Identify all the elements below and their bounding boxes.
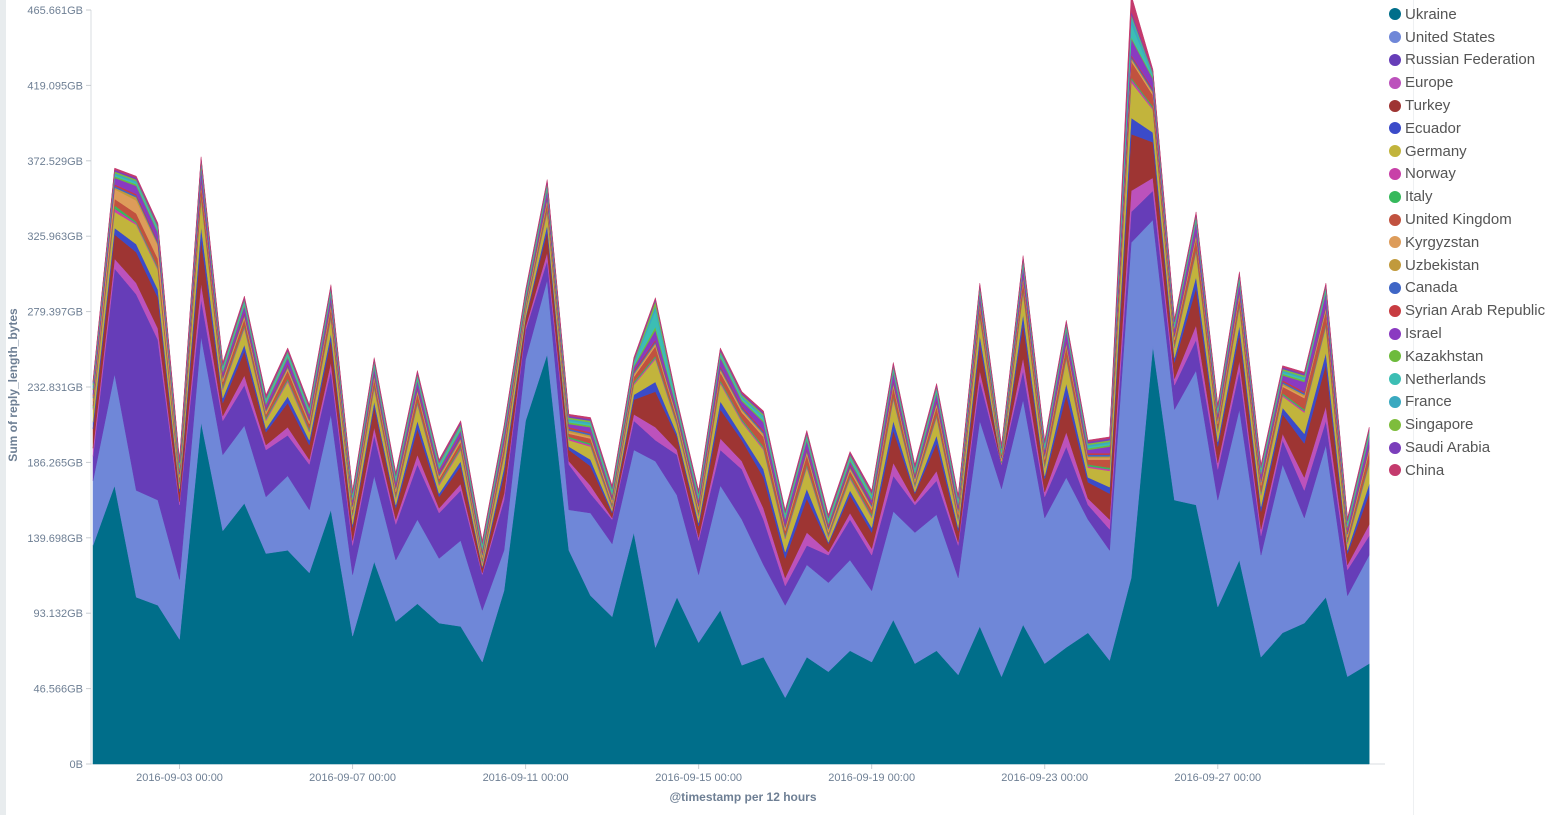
legend-color-dot-icon [1389,259,1401,272]
legend-label: Turkey [1405,97,1451,115]
legend-color-dot-icon [1389,464,1401,477]
legend-divider [1413,0,1414,815]
y-tick-label: 186.265GB [27,457,83,469]
y-tick-label: 279.397GB [27,307,83,319]
legend-item[interactable]: Saudi Arabia [1389,436,1545,459]
legend-color-dot-icon [1389,441,1401,454]
y-tick-label: 372.529GB [27,156,83,168]
legend-label: Italy [1405,188,1433,206]
legend-label: United States [1405,28,1496,46]
legend-color-dot-icon [1389,213,1401,226]
legend-item[interactable]: Turkey [1389,94,1545,117]
y-tick-label: 465.661GB [27,5,83,17]
legend-label: Russian Federation [1405,51,1536,69]
legend-item[interactable]: France [1389,391,1545,414]
legend-color-dot-icon [1389,395,1401,408]
x-tick-label: 2016-09-27 00:00 [1174,772,1261,784]
legend-label: France [1405,393,1452,411]
legend-color-dot-icon [1389,304,1401,317]
legend-color-dot-icon [1389,281,1401,294]
legend: Ukraine United States Russian Federation Eu… [1389,3,1545,482]
legend-item[interactable]: Italy [1389,185,1545,208]
legend-color-dot-icon [1389,53,1401,66]
legend-item[interactable]: Russian Federation [1389,49,1545,72]
legend-item[interactable]: Norway [1389,163,1545,186]
legend-color-dot-icon [1389,122,1401,135]
y-tick-label: 0B [70,759,83,771]
legend-color-dot-icon [1389,350,1401,363]
legend-label: Singapore [1405,416,1474,434]
legend-item[interactable]: Singapore [1389,413,1545,436]
y-tick-label: 232.831GB [27,382,83,394]
legend-item[interactable]: Europe [1389,71,1545,94]
x-tick-label: 2016-09-15 00:00 [655,772,742,784]
legend-label: Israel [1405,325,1442,343]
legend-label: Syrian Arab Republic [1405,302,1546,320]
y-tick-label: 419.095GB [27,80,83,92]
x-tick-label: 2016-09-19 00:00 [828,772,915,784]
legend-color-dot-icon [1389,167,1401,180]
legend-color-dot-icon [1389,76,1401,89]
y-axis-title: Sum of reply_length_bytes [6,308,20,462]
x-axis-title: @timestamp per 12 hours [669,790,816,804]
x-tick-label: 2016-09-11 00:00 [483,772,569,784]
legend-label: Germany [1405,142,1467,160]
left-panel-edge [0,0,6,815]
stacked-area-chart: 0B 46.566GB 93.132GB 139.698GB 186.265GB 232.… [6,0,1385,804]
y-tick-label: 93.132GB [33,608,83,620]
legend-item[interactable]: Syrian Arab Republic [1389,299,1545,322]
legend-item[interactable]: Israel [1389,322,1545,345]
legend-item[interactable]: Germany [1389,140,1545,163]
x-tick-label: 2016-09-23 00:00 [1001,772,1088,784]
legend-color-dot-icon [1389,145,1401,158]
legend-label: Norway [1405,165,1456,183]
legend-color-dot-icon [1389,31,1401,44]
legend-label: China [1405,461,1445,479]
legend-item[interactable]: Canada [1389,277,1545,300]
legend-item[interactable]: Ecuador [1389,117,1545,140]
legend-item[interactable]: China [1389,459,1545,482]
legend-label: Europe [1405,74,1454,92]
legend-color-dot-icon [1389,418,1401,431]
legend-item[interactable]: Ukraine [1389,3,1545,26]
legend-label: Kazakhstan [1405,347,1484,365]
legend-label: Ecuador [1405,119,1461,137]
legend-color-dot-icon [1389,236,1401,249]
y-tick-label: 139.698GB [27,533,83,545]
legend-color-dot-icon [1389,373,1401,386]
legend-label: Kyrgyzstan [1405,233,1480,251]
area-china [92,0,1370,543]
y-tick-label: 325.963GB [27,231,83,243]
legend-label: Ukraine [1405,5,1457,23]
legend-item[interactable]: United States [1389,26,1545,49]
legend-color-dot-icon [1389,327,1401,340]
legend-label: Uzbekistan [1405,256,1480,274]
legend-item[interactable]: Kazakhstan [1389,345,1545,368]
legend-color-dot-icon [1389,190,1401,203]
legend-label: United Kingdom [1405,211,1512,229]
y-tick-label: 46.566GB [33,684,83,696]
legend-label: Canada [1405,279,1458,297]
x-tick-label: 2016-09-07 00:00 [309,772,396,784]
x-tick-label: 2016-09-03 00:00 [136,772,223,784]
legend-label: Saudi Arabia [1405,439,1491,457]
legend-color-dot-icon [1389,8,1401,21]
legend-color-dot-icon [1389,99,1401,112]
legend-item[interactable]: Uzbekistan [1389,254,1545,277]
legend-item[interactable]: Kyrgyzstan [1389,231,1545,254]
legend-item[interactable]: United Kingdom [1389,208,1545,231]
legend-label: Netherlands [1405,370,1486,388]
legend-item[interactable]: Netherlands [1389,368,1545,391]
